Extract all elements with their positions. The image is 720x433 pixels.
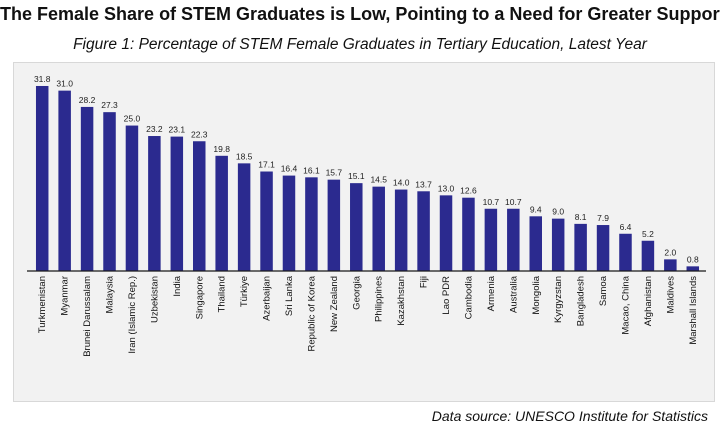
x-tick-label: Thailand	[217, 276, 228, 312]
data-label: 14.5	[370, 175, 387, 185]
x-tick-label: Azerbaijan	[262, 276, 273, 321]
bar	[394, 189, 408, 271]
data-label: 7.9	[597, 213, 609, 223]
data-label: 23.2	[146, 124, 163, 134]
bar	[439, 195, 453, 271]
x-tick-label: Fiji	[419, 276, 430, 288]
data-source-note: Data source: UNESCO Institute for Statis…	[431, 408, 708, 424]
bar	[170, 136, 184, 271]
data-label: 10.7	[483, 197, 500, 207]
data-label: 15.7	[326, 168, 343, 178]
x-tick-label: Armenia	[486, 275, 497, 311]
x-tick-label: Bangladesh	[576, 276, 587, 326]
data-label: 31.0	[56, 79, 73, 89]
data-label: 31.8	[34, 74, 51, 84]
chart-title: The Female Share of STEM Graduates is Lo…	[0, 4, 720, 24]
x-tick-label: Singapore	[194, 276, 205, 319]
bar	[80, 106, 94, 272]
bar	[372, 186, 385, 271]
bar	[193, 141, 206, 271]
bar	[484, 208, 498, 271]
x-tick-label: Kazakhstan	[396, 276, 407, 326]
data-label: 17.1	[258, 160, 275, 170]
bar	[551, 218, 565, 271]
data-label: 19.8	[213, 144, 230, 154]
bar	[619, 233, 632, 271]
data-label: 0.8	[687, 254, 699, 264]
x-tick-label: Mongolia	[531, 275, 542, 314]
chart-subtitle: Figure 1: Percentage of STEM Female Grad…	[73, 36, 647, 53]
bar	[529, 216, 542, 271]
data-label: 22.3	[191, 129, 208, 139]
x-tick-label: Kyrgyzstan	[553, 276, 564, 323]
x-tick-label: Myanmar	[60, 276, 71, 316]
x-tick-label: Iran (Islamic Rep.)	[127, 276, 138, 354]
data-label: 15.1	[348, 171, 365, 181]
bar	[596, 225, 610, 271]
bar	[641, 240, 655, 271]
bar	[417, 191, 430, 271]
bar	[237, 163, 251, 271]
data-label: 18.5	[236, 151, 253, 161]
data-label: 14.0	[393, 178, 410, 188]
data-label: 2.0	[664, 247, 676, 257]
x-tick-label: Turkmenistan	[37, 276, 48, 333]
bar	[215, 155, 228, 271]
x-tick-label: Brunei Darussalam	[82, 276, 93, 357]
data-label: 9.0	[552, 207, 564, 217]
data-label: 27.3	[101, 100, 118, 110]
bar	[148, 136, 161, 271]
bar	[260, 171, 273, 271]
x-tick-label: Maldives	[665, 276, 676, 314]
bar	[103, 112, 116, 271]
chart-area: 31.8 Turkmenistan 31.0 Myanmar 28.2 Brunei Da…	[13, 62, 715, 402]
bar	[350, 183, 363, 271]
data-label: 16.4	[281, 164, 298, 174]
bar	[282, 175, 296, 271]
data-label: 8.1	[575, 212, 587, 222]
data-label: 16.1	[303, 165, 320, 175]
bar	[574, 223, 587, 271]
x-tick-label: Uzbekistan	[149, 276, 160, 323]
x-tick-label: New Zealand	[329, 276, 340, 332]
x-tick-label: Republic of Korea	[306, 275, 317, 351]
data-label: 28.2	[79, 95, 96, 105]
bar-chart: 31.8 Turkmenistan 31.0 Myanmar 28.2 Brunei Da…	[27, 74, 706, 357]
x-tick-label: Australia	[508, 275, 519, 313]
bar	[462, 197, 475, 271]
data-label: 25.0	[124, 114, 141, 124]
bar	[327, 179, 341, 271]
bar	[686, 266, 700, 271]
bar	[58, 90, 71, 271]
x-tick-label: Samoa	[598, 275, 609, 306]
data-label: 10.7	[505, 197, 522, 207]
bar	[664, 259, 677, 271]
data-label: 9.4	[530, 204, 542, 214]
bar	[507, 208, 520, 271]
x-tick-label: India	[172, 275, 183, 296]
x-tick-label: Marshall Islands	[688, 276, 699, 345]
bar	[125, 125, 139, 271]
data-label: 5.2	[642, 229, 654, 239]
x-tick-label: Lao PDR	[441, 276, 452, 315]
x-tick-label: Philippines	[374, 276, 385, 322]
data-label: 13.0	[438, 183, 455, 193]
x-tick-label: Sri Lanka	[284, 275, 295, 316]
x-tick-label: Cambodia	[463, 275, 474, 319]
bar	[35, 85, 49, 271]
x-tick-label: Georgia	[351, 275, 362, 310]
data-label: 6.4	[620, 222, 632, 232]
bar	[305, 177, 318, 271]
x-tick-label: Afghanistan	[643, 276, 654, 326]
x-tick-label: Macao, China	[620, 275, 631, 334]
data-label: 12.6	[460, 186, 477, 196]
x-tick-label: Türkiye	[239, 276, 250, 307]
data-label: 23.1	[169, 125, 186, 135]
x-tick-label: Malaysia	[105, 275, 116, 313]
data-label: 13.7	[415, 179, 432, 189]
